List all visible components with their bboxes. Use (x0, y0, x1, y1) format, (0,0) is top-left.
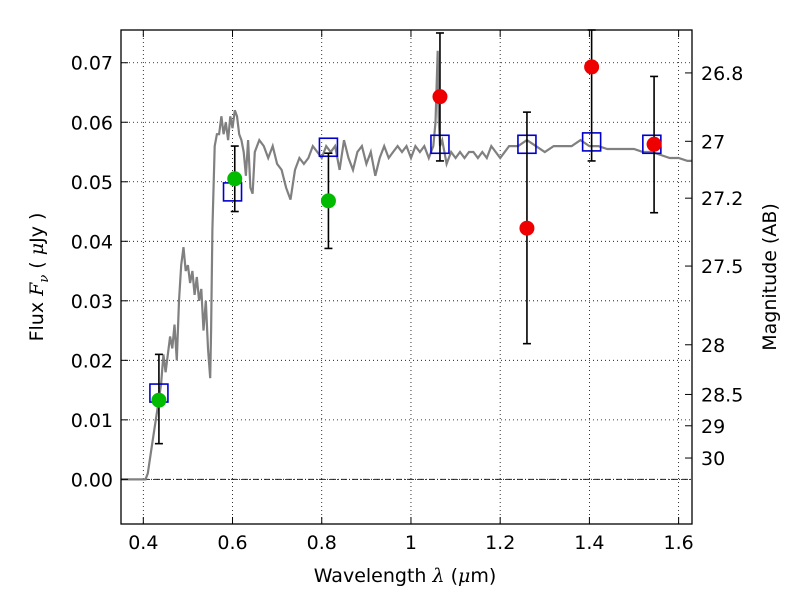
x-tick-label: 1.2 (485, 532, 515, 554)
x-tick-label: 0.6 (217, 532, 247, 554)
observed-point (519, 220, 535, 236)
sed-model-curve (121, 50, 692, 481)
y-tick-label: 0.02 (71, 350, 113, 372)
y-tick-label: 0.00 (71, 469, 113, 491)
mag-tick-label: 27 (701, 131, 725, 153)
observed-point (227, 171, 243, 187)
x-tick-label: 1.6 (664, 532, 694, 554)
x-tick-label: 1.4 (574, 532, 604, 554)
y-tick-label: 0.01 (71, 410, 113, 432)
observed-point (320, 193, 336, 209)
mag-tick-label: 27.5 (701, 256, 743, 278)
magnitude-axis-title: Magnitude (AB) (759, 203, 781, 351)
x-axis-title: Wavelength λ (μm) (314, 565, 497, 587)
x-tick-label: 0.4 (128, 532, 158, 554)
mag-tick-label: 29 (701, 416, 725, 438)
plot-frame (120, 29, 693, 525)
y-tick-label: 0.03 (71, 291, 113, 313)
observed-photometry (151, 29, 662, 445)
y-tick-label: 0.06 (71, 112, 113, 134)
observed-point (432, 89, 448, 105)
mag-tick-label: 27.2 (701, 188, 743, 210)
y-axis-title: Flux Fν ( μJy ) (26, 213, 52, 342)
x-tick-label: 0.8 (307, 532, 337, 554)
x-tick-label: 1 (405, 532, 417, 554)
observed-point (646, 136, 662, 152)
mag-tick-label: 26.8 (701, 63, 743, 85)
axis-ticks: 0.4 0.6 0.8 1 1.2 1.4 1.6 0.00 0.01 0.02 0.03 0.04 0… (71, 30, 743, 554)
y-tick-label: 0.05 (71, 172, 113, 194)
y-tick-label: 0.07 (71, 53, 113, 75)
grid-lines (121, 30, 692, 524)
y-tick-label: 0.04 (71, 231, 113, 253)
mag-tick-label: 28.5 (701, 384, 743, 406)
observed-point (151, 392, 167, 408)
mag-tick-label: 30 (701, 448, 725, 470)
observed-point (584, 59, 600, 75)
model-photometry-markers (149, 132, 662, 403)
mag-tick-label: 28 (701, 335, 725, 357)
